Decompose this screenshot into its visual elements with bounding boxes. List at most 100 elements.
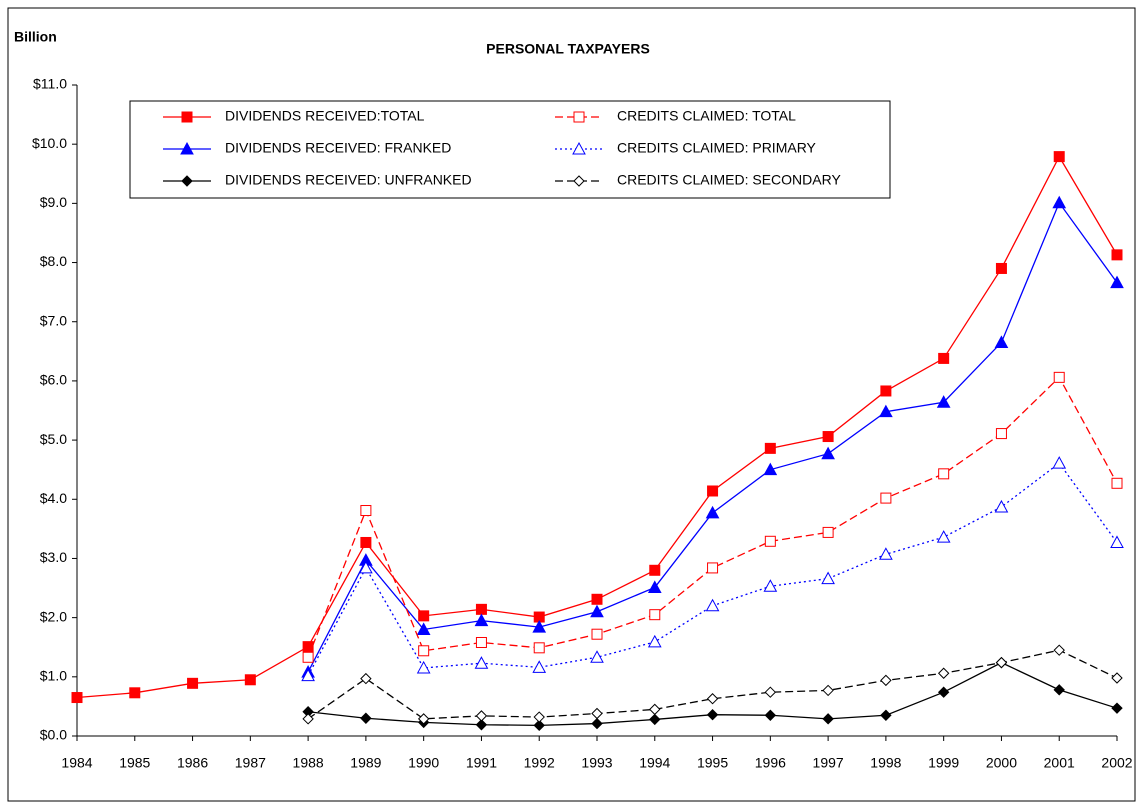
y-tick-label: $4.0 (40, 490, 67, 506)
y-tick-label: $6.0 (40, 372, 67, 388)
x-tick-label: 1984 (61, 755, 92, 771)
data-point (705, 598, 720, 612)
x-tick-label: 1999 (928, 755, 959, 771)
data-point (474, 613, 489, 627)
data-point (244, 674, 256, 686)
legend-marker (181, 175, 193, 187)
data-point (416, 622, 431, 635)
data-point (1110, 535, 1124, 548)
legend-label: DIVIDENDS RECEIVED: UNFRANKED (225, 172, 472, 188)
data-point (1111, 672, 1123, 684)
data-point (764, 686, 777, 698)
data-point (936, 395, 951, 408)
legend-marker (573, 175, 585, 187)
data-point (879, 404, 893, 418)
y-tick-label: $1.0 (40, 668, 67, 684)
data-point (1053, 644, 1065, 656)
data-point (359, 560, 373, 574)
data-point (880, 709, 892, 721)
data-point (360, 712, 372, 724)
data-point (591, 707, 603, 720)
data-point (302, 713, 314, 725)
data-point (475, 710, 488, 722)
data-point (822, 431, 834, 443)
legend-label: CREDITS CLAIMED: TOTAL (617, 108, 796, 124)
data-point (533, 642, 545, 654)
data-point (706, 708, 719, 721)
data-point (1053, 684, 1065, 696)
data-point (821, 571, 835, 585)
y-tick-label: $7.0 (40, 312, 67, 328)
data-point (475, 719, 488, 731)
legend-marker (180, 141, 194, 155)
x-tick-label: 1992 (524, 755, 555, 771)
data-point (937, 686, 950, 698)
legend-label: DIVIDENDS RECEIVED:TOTAL (225, 108, 425, 124)
y-tick-label: $0.0 (40, 727, 67, 743)
data-point (649, 713, 661, 726)
data-point (822, 526, 834, 538)
data-point (764, 442, 776, 454)
x-tick-label: 1993 (581, 755, 612, 771)
data-point (1111, 477, 1123, 489)
x-tick-label: 1990 (408, 755, 439, 771)
data-point (533, 711, 545, 723)
data-point (360, 505, 372, 517)
data-point (1053, 151, 1065, 163)
data-point (591, 717, 603, 730)
data-point (302, 651, 314, 663)
data-point (880, 385, 892, 397)
data-point (475, 636, 487, 648)
legend-label: CREDITS CLAIMED: SECONDARY (617, 172, 841, 188)
x-tick-label: 1986 (177, 755, 208, 771)
y-tick-label: $9.0 (40, 194, 67, 210)
data-point (360, 536, 372, 548)
data-point (649, 564, 661, 576)
data-point (533, 719, 545, 732)
data-point (938, 468, 950, 480)
legend-marker (573, 111, 585, 123)
legend-marker (572, 141, 586, 155)
data-point (129, 687, 141, 699)
data-point (590, 650, 604, 663)
x-tick-label: 1994 (639, 755, 670, 771)
data-point (649, 703, 661, 716)
data-point (417, 713, 430, 725)
data-point (936, 530, 951, 543)
x-tick-label: 2002 (1101, 755, 1132, 771)
x-tick-label: 1996 (755, 755, 786, 771)
y-tick-label: $10.0 (32, 135, 67, 151)
legend-label: CREDITS CLAIMED: PRIMARY (617, 140, 817, 156)
data-point (475, 603, 487, 615)
data-point (187, 677, 199, 689)
y-axis-label: Billion (14, 29, 57, 45)
data-point (1111, 249, 1123, 261)
data-point (994, 335, 1009, 348)
x-tick-label: 1998 (870, 755, 901, 771)
x-tick-label: 1989 (350, 755, 381, 771)
data-point (301, 668, 315, 682)
data-point (416, 660, 431, 674)
x-tick-label: 1988 (293, 755, 324, 771)
data-point (994, 499, 1009, 513)
data-point (532, 660, 547, 673)
data-point (706, 693, 719, 705)
data-point (995, 656, 1008, 669)
data-point (1052, 456, 1067, 469)
data-point (879, 547, 893, 560)
data-point (821, 446, 835, 460)
x-tick-label: 2000 (986, 755, 1017, 771)
data-point (418, 645, 430, 657)
data-point (649, 609, 661, 621)
y-tick-label: $3.0 (40, 549, 67, 565)
data-point (764, 535, 776, 547)
series-line (307, 649, 1118, 720)
data-point (763, 462, 778, 476)
legend-marker (181, 111, 193, 123)
data-point (1111, 702, 1123, 714)
data-point (474, 656, 489, 669)
data-point (707, 562, 719, 574)
data-point (71, 692, 83, 704)
data-point (1053, 371, 1065, 383)
data-point (995, 428, 1007, 440)
